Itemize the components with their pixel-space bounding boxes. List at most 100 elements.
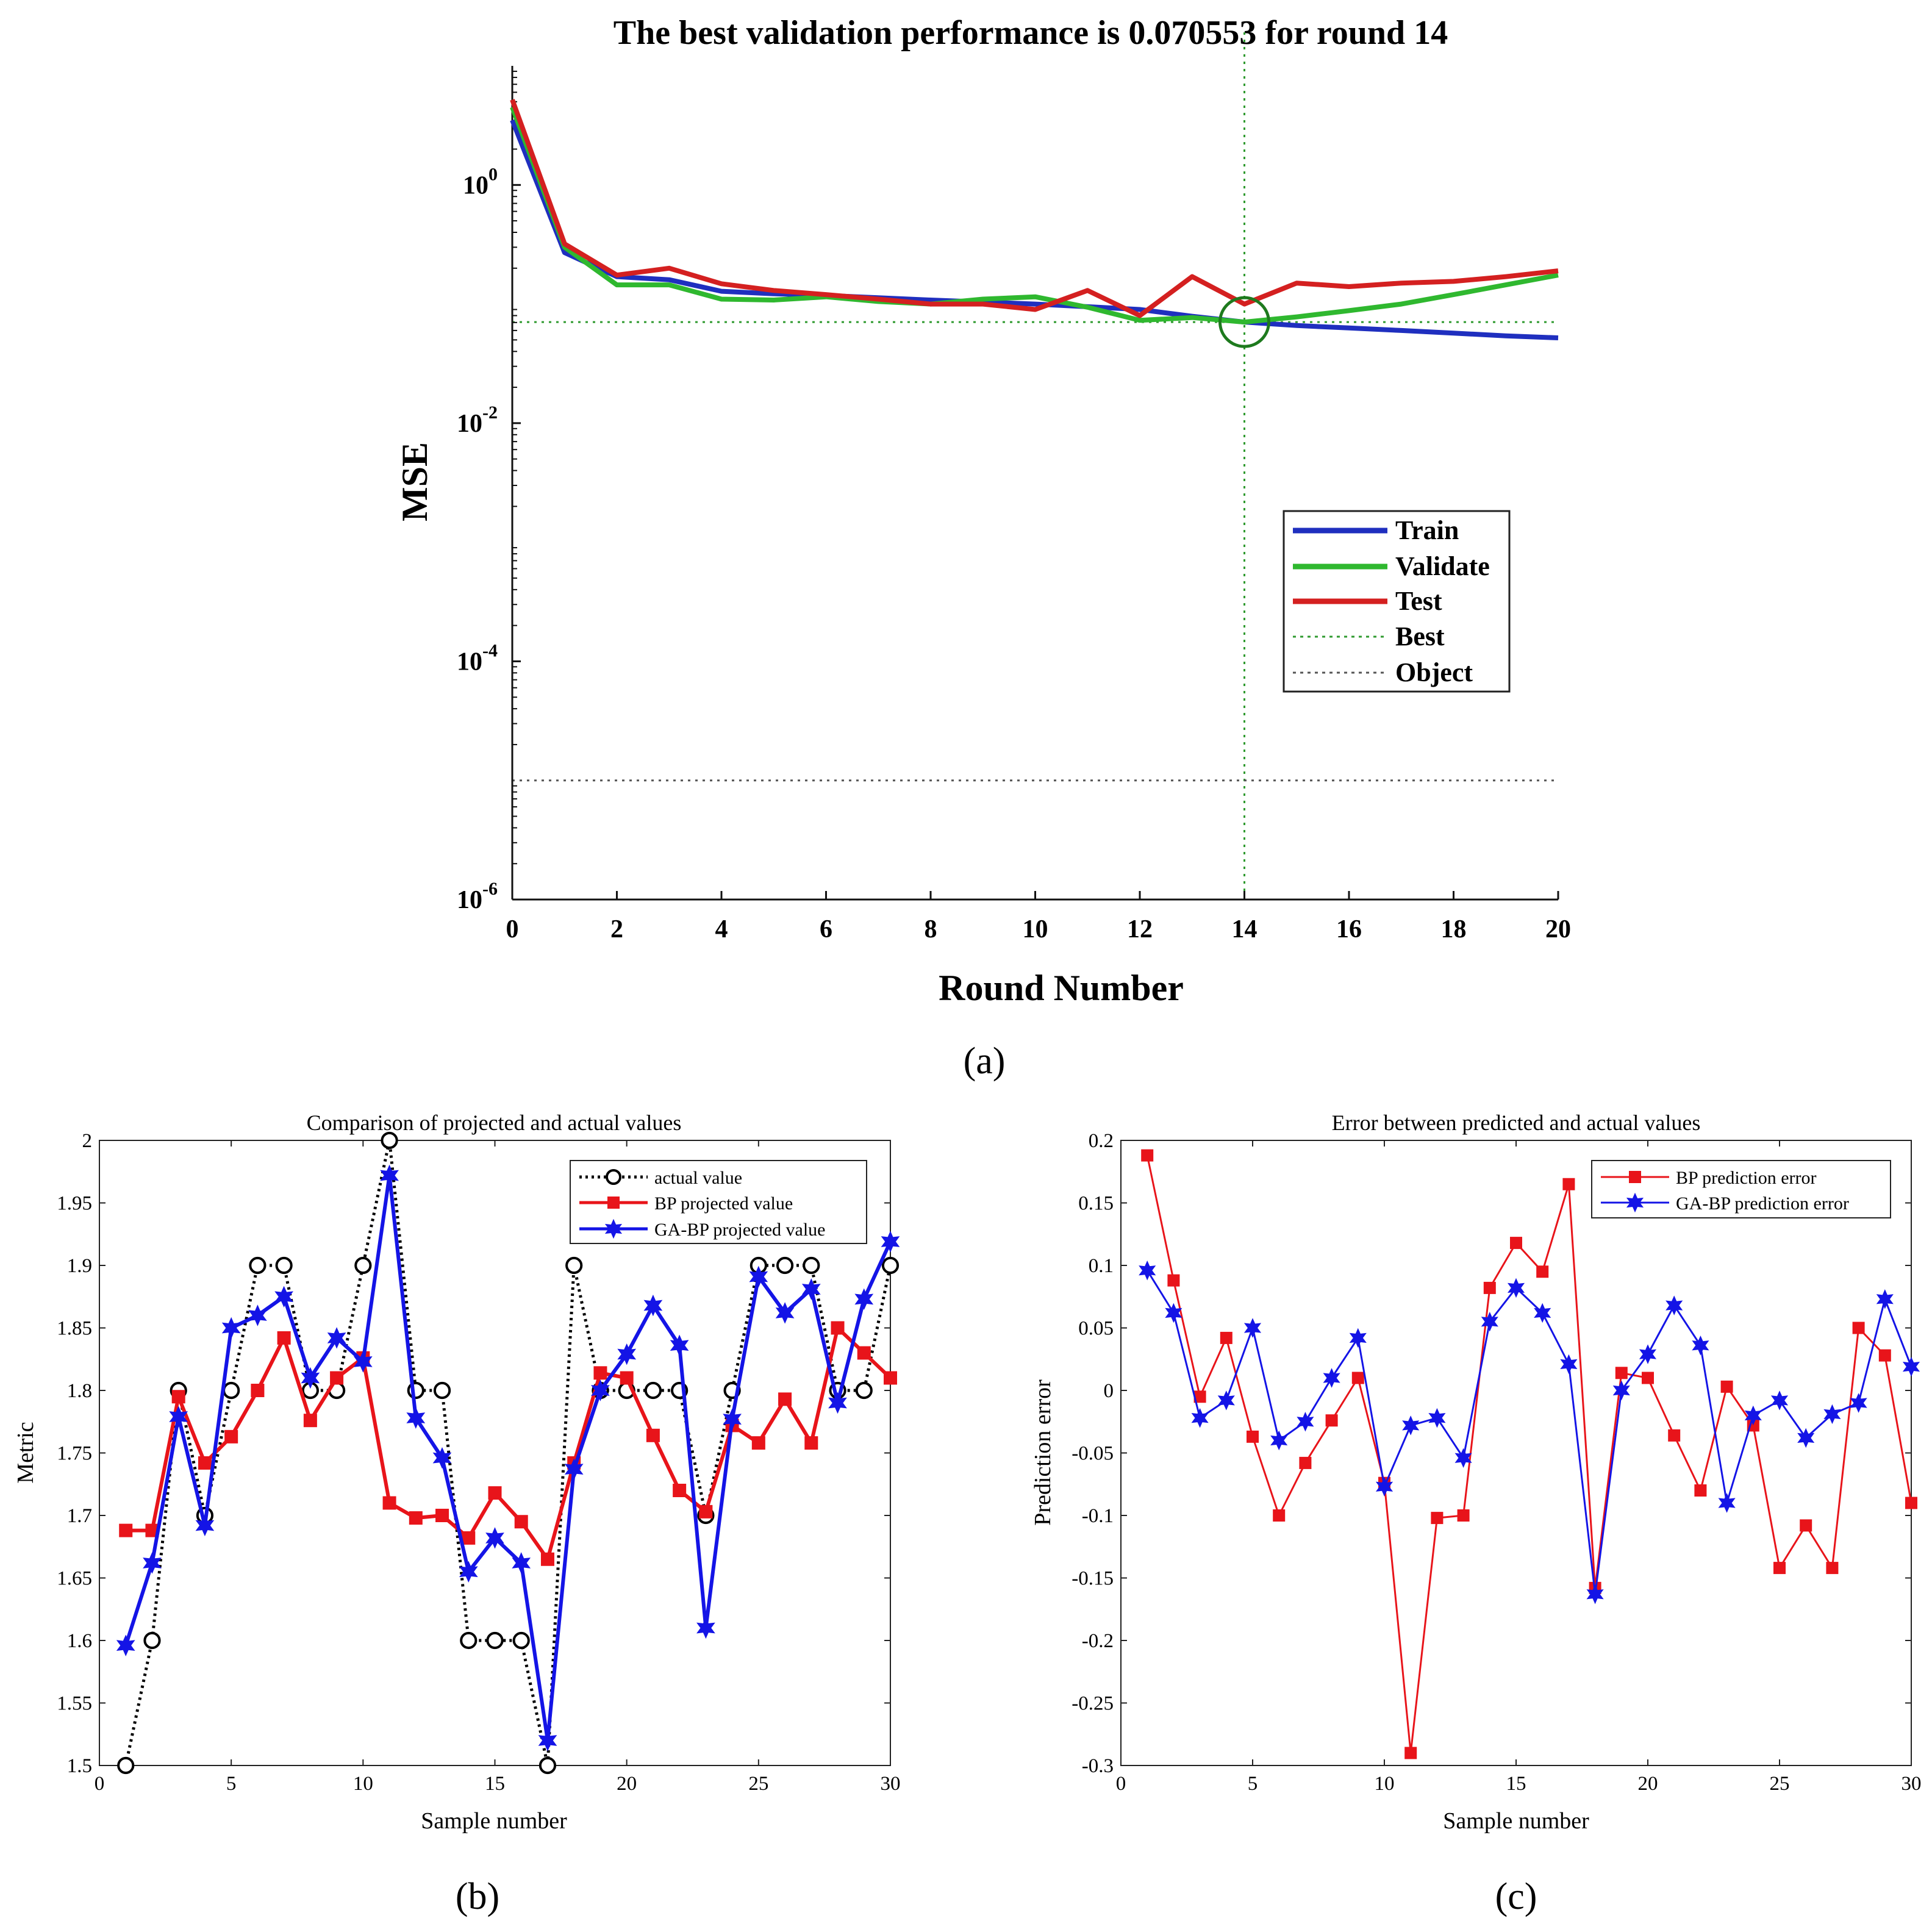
b-ga-bp-projected-value-point [274,1286,293,1308]
legend-bp-error-label: BP prediction error [1676,1168,1817,1188]
b-ga-bp-projected-value-point [643,1294,663,1317]
panel-b-x-label: Sample number [421,1808,567,1834]
c-bp-prediction-error-point [1510,1237,1522,1250]
y-tick-label-7: 1.85 [57,1318,92,1340]
b-bp-projected-value-point [382,1496,396,1510]
c-bp-prediction-error-point [1193,1390,1206,1403]
b-bp-projected-value-point [277,1331,291,1345]
b-ga-bp-projected-value-point [221,1317,241,1339]
legend-bp-projected-label: BP projected value [654,1193,793,1214]
c-bp-prediction-error-point [1562,1178,1575,1190]
c-bp-prediction-error-point [1325,1414,1338,1427]
b-actual-value-point [223,1381,240,1400]
x-tick-label-10: 10 [353,1773,373,1795]
c-ga-bp-prediction-error-point [1165,1303,1182,1323]
c-ga-bp-prediction-error-point [1297,1412,1314,1432]
c-ga-bp-prediction-error-point [1770,1390,1789,1411]
c-bp-prediction-error-point [1273,1509,1286,1522]
c-bp-prediction-error-point [1668,1429,1681,1442]
b-bp-projected-value-point [699,1504,713,1519]
c-ga-bp-prediction-error-point [1217,1390,1235,1411]
b-bp-projected-value-point [409,1511,423,1525]
b-actual-value-point [354,1256,372,1275]
c-ga-bp-prediction-error-point [1323,1368,1340,1388]
x-tick-label-5: 5 [1248,1773,1258,1795]
b-bp-projected-value-point [778,1392,792,1406]
x-tick-label-12: 12 [1127,915,1153,943]
panel-c-title: Error between predicted and actual value… [1332,1111,1701,1135]
b-ga-bp-projected-value-point [775,1302,795,1324]
panel-c-y-ticks: -0.3 -0.25 -0.2 -0.15 -0.1 -0.05 0 0.05 0.1 0.15 0… [1072,1130,1911,1777]
c-ga-bp-prediction-error-point [1139,1260,1156,1281]
legend-best-label: Best [1395,621,1445,651]
b-ga-bp-projected-value-point [538,1730,557,1751]
y-tick-label--6: 10-6 [457,879,498,914]
panel-c-caption: (c) [1495,1876,1537,1917]
y-tick-label-0: 1.5 [67,1755,92,1777]
legend-gabp-projected-label: GA-BP projected value [654,1220,825,1240]
y-tick-label-10: 2 [82,1130,93,1152]
legend-train-label: Train [1395,515,1459,545]
x-tick-label-20: 20 [1545,915,1571,943]
c-bp-prediction-error-point [1615,1367,1628,1379]
series-train-line [510,119,1559,340]
b-actual-value-point [275,1256,293,1275]
c-series-bp-prediction-error-line [1146,1155,1912,1754]
x-tick-label-0: 0 [95,1773,105,1795]
x-tick-label-15: 15 [485,1773,505,1795]
b-bp-projected-value-point [119,1523,133,1537]
x-tick-label-20: 20 [617,1773,637,1795]
c-ga-bp-prediction-error-point [1481,1312,1498,1332]
b-actual-value-point [460,1631,478,1650]
b-bp-projected-value-point [224,1429,238,1443]
panel-b-caption: (b) [456,1876,499,1917]
c-ga-bp-prediction-error-point [1876,1289,1894,1309]
legend-gabp-error-label: GA-BP prediction error [1676,1193,1849,1214]
legend-object-label: Object [1395,657,1473,687]
panel-a-x-ticks: 0 2 4 6 8 10 12 14 16 18 20 [506,891,1571,943]
b-actual-value-point [565,1256,583,1275]
b-actual-value-point [512,1631,530,1650]
b-actual-value-point [881,1256,900,1275]
x-tick-label-2: 2 [610,915,623,943]
y-tick-label-2: -0.2 [1082,1630,1114,1652]
x-tick-label-8: 8 [925,915,937,943]
c-ga-bp-prediction-error-point [1612,1380,1630,1401]
b-bp-projected-value-point [673,1484,687,1497]
c-ga-bp-prediction-error-point [1718,1493,1736,1513]
b-ga-bp-projected-value-point [670,1334,689,1356]
y-tick-label-8: 1.9 [67,1255,92,1277]
c-bp-prediction-error-point [1852,1322,1865,1334]
y-tick-label-0: -0.3 [1082,1755,1114,1777]
x-tick-label-6: 6 [820,915,832,943]
c-ga-bp-prediction-error-point [1243,1318,1262,1338]
y-tick-label--4: 10-4 [457,640,498,676]
panel-a-y-label: MSE [395,442,435,521]
b-ga-bp-projected-value-point [854,1288,874,1311]
c-ga-bp-prediction-error-point [1191,1408,1209,1428]
x-tick-label-10: 10 [1375,1773,1395,1795]
c-ga-bp-prediction-error-point [1402,1415,1420,1436]
panel-b-legend: actual value BP projected value GA-BP pr… [570,1160,867,1244]
b-actual-value-point [855,1381,873,1400]
y-tick-label-2: 1.6 [67,1630,92,1652]
x-tick-label-0: 0 [1116,1773,1126,1795]
b-ga-bp-projected-value-point [406,1407,426,1429]
y-tick-label-6: 0 [1104,1380,1114,1402]
b-ga-bp-projected-value-point [116,1634,135,1656]
panel-c-y-label: Prediction error [1030,1379,1056,1526]
b-bp-projected-value-point [804,1436,818,1450]
b-ga-bp-projected-value-point [591,1379,610,1401]
b-bp-projected-value-point [251,1384,265,1397]
b-ga-bp-projected-value-point [380,1164,399,1187]
legend-c-swatch-marker-0 [1629,1171,1641,1183]
c-ga-bp-prediction-error-point [1586,1584,1604,1604]
c-ga-bp-prediction-error-point [1797,1428,1815,1448]
b-ga-bp-projected-value-point [432,1447,452,1469]
b-ga-bp-projected-value-point [801,1278,821,1300]
panel-a-caption: (a) [964,1040,1006,1082]
b-bp-projected-value-point [540,1552,554,1566]
c-ga-bp-prediction-error-point [1349,1328,1367,1348]
panel-a-title: The best validation performance is 0.070… [614,14,1448,52]
